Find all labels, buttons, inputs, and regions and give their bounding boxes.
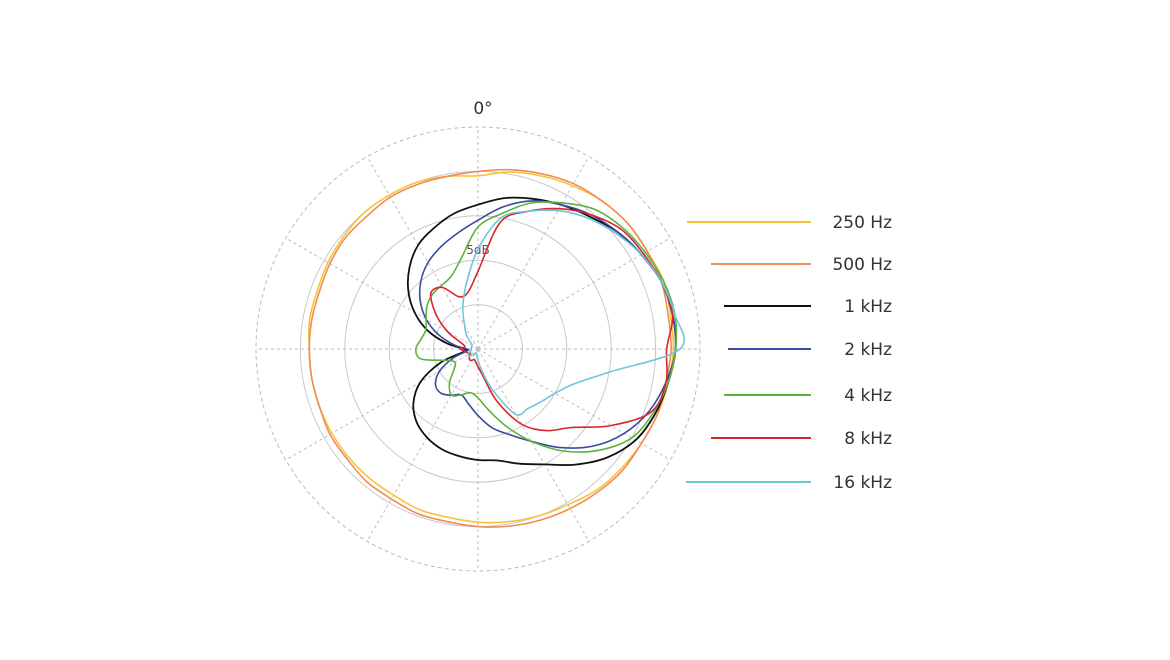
legend: 250 Hz 500 Hz 1 kHz 2 kHz 4 kHz 8 kHz 16 kHz	[686, 213, 892, 493]
polar-grid	[255, 126, 701, 572]
legend-label-250-hz: 250 Hz	[832, 213, 892, 233]
legend-label-4-khz: 4 kHz	[844, 386, 892, 406]
grid-ring-2	[388, 259, 568, 439]
series-curve-16-khz	[461, 209, 686, 416]
legend-label-8-khz: 8 kHz	[844, 429, 892, 449]
legend-label-2-khz: 2 kHz	[844, 340, 892, 360]
polar-curves	[308, 168, 686, 528]
legend-label-1-khz: 1 kHz	[844, 297, 892, 317]
grid-ring-5	[255, 126, 701, 572]
grid-spoke-210	[366, 348, 479, 542]
series-curve-500-hz	[308, 168, 672, 528]
angle-label-0: 0°	[473, 99, 492, 119]
legend-label-16-khz: 16 kHz	[833, 473, 892, 493]
grid-spoke-240	[285, 348, 479, 461]
series-curve-4-khz	[415, 201, 678, 453]
grid-spoke-120	[477, 348, 671, 461]
grid-spoke-60	[477, 237, 671, 350]
series-curve-8-khz	[429, 207, 674, 432]
grid-spoke-330	[366, 156, 479, 350]
grid-spoke-30	[477, 156, 590, 350]
series-curve-2-khz	[418, 200, 677, 449]
grid-spoke-150	[477, 348, 590, 542]
legend-label-500-hz: 500 Hz	[832, 255, 892, 275]
